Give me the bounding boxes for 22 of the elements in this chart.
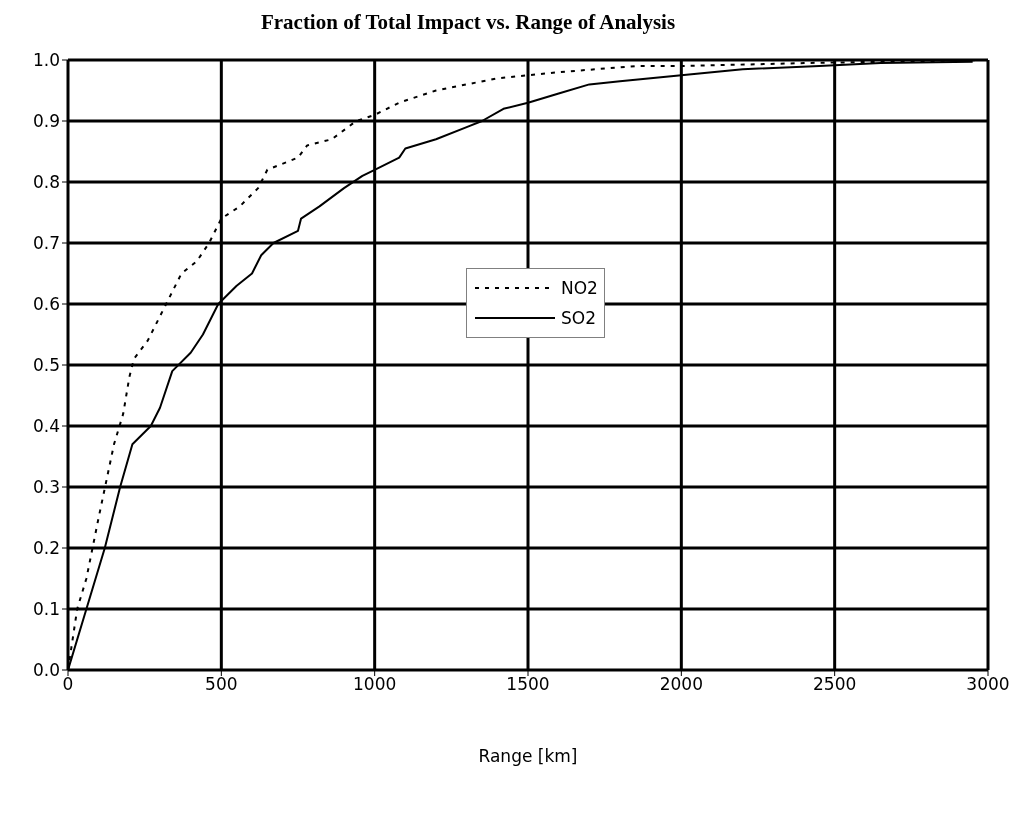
x-tick-label: 500: [205, 674, 238, 695]
legend-label: NO2: [561, 278, 598, 298]
chart-title: Fraction of Total Impact vs. Range of Analysis: [259, 10, 677, 36]
x-tick-label: 3000: [966, 674, 1010, 695]
x-axis-title: Range [km]: [478, 746, 578, 767]
y-tick-label: 0.2: [32, 538, 60, 559]
x-tick-label: 2500: [813, 674, 857, 695]
x-tick-label: 0: [62, 674, 74, 695]
y-tick-label: 0.6: [32, 294, 60, 315]
x-tick-label: 2000: [659, 674, 703, 695]
y-tick-label: 0.8: [32, 172, 60, 193]
x-tick-label: 1000: [353, 674, 397, 695]
y-tick-label: 0.9: [32, 111, 60, 132]
y-tick-label: 0.7: [32, 233, 60, 254]
y-tick-label: 0.1: [32, 599, 60, 620]
y-tick-label: 0.3: [32, 477, 60, 498]
y-tick-label: 0.4: [32, 416, 60, 437]
x-tick-label: 1500: [506, 674, 550, 695]
y-tick-label: 1.0: [32, 50, 60, 71]
y-tick-label: 0.0: [32, 660, 60, 681]
legend-label: SO2: [561, 308, 596, 328]
y-tick-label: 0.5: [32, 355, 60, 376]
